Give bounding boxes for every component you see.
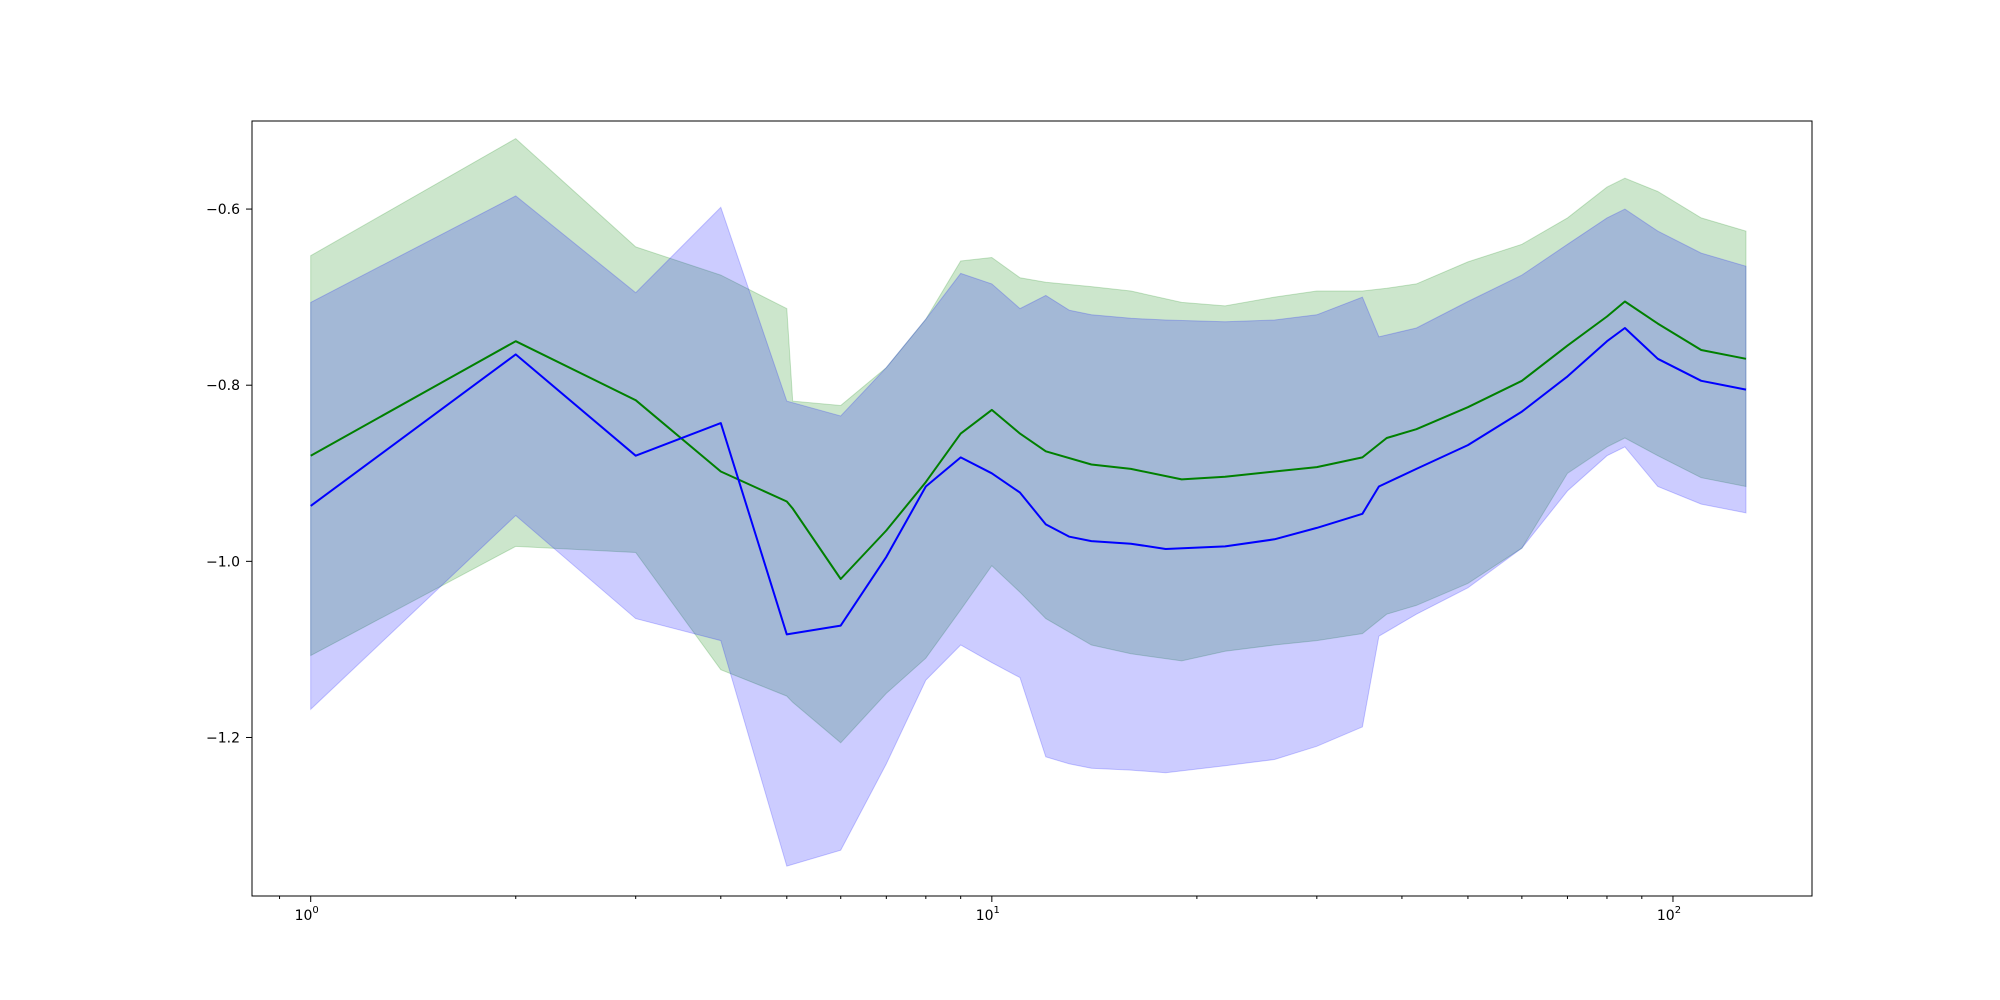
x-axis: 100 101 102 (279, 896, 1681, 924)
x-tick-label-exponent: 0 (312, 905, 318, 916)
series-1-band (310, 195, 1747, 867)
y-tick-label: −1.0 (206, 554, 240, 570)
y-tick-label: −0.8 (206, 378, 240, 394)
series-1-line (310, 327, 1747, 636)
plot-frame (251, 120, 1813, 897)
confidence-bands (310, 137, 1747, 867)
x-tick-label-exponent: 1 (994, 905, 1000, 916)
x-tick-label: 100 (295, 905, 319, 924)
series-0-line (310, 300, 1747, 580)
x-tick-label-base: 10 (1657, 908, 1675, 924)
y-tick-label: −1.2 (206, 730, 240, 746)
x-tick-label: 101 (976, 905, 1000, 924)
x-tick-label-base: 10 (295, 908, 313, 924)
series-lines (310, 300, 1747, 636)
x-tick-label-exponent: 2 (1675, 905, 1681, 916)
x-tick-label-base: 10 (976, 908, 994, 924)
y-axis: −0.6 −0.8 −1.0 −1.2 (206, 202, 252, 746)
y-tick-label: −0.6 (206, 202, 240, 218)
series-0-band (310, 137, 1747, 744)
x-tick-label: 102 (1657, 905, 1681, 924)
